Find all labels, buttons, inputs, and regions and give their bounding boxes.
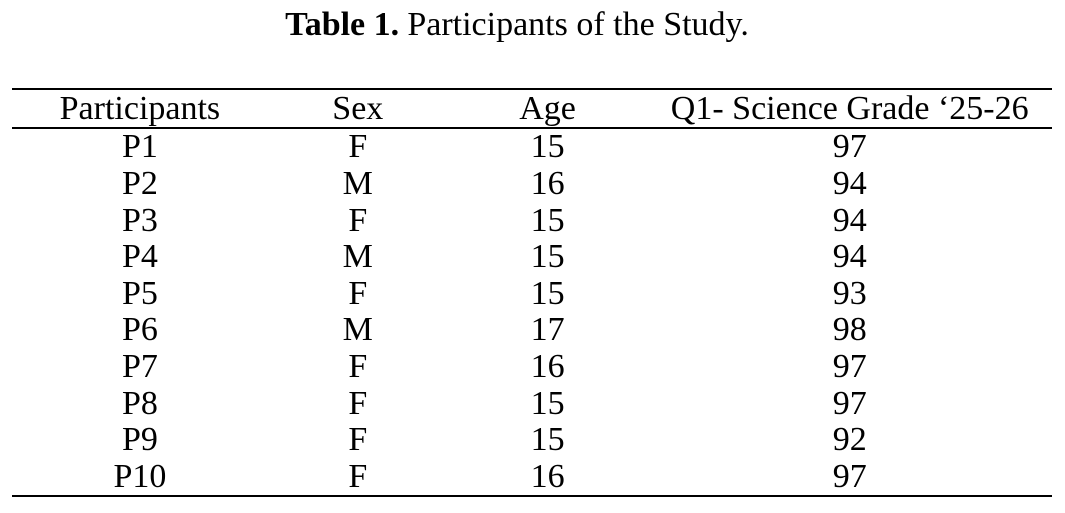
table-caption: Table 1. Participants of the Study. bbox=[0, 6, 1034, 44]
table-row: P9 F 15 92 bbox=[12, 422, 1052, 459]
table-cell-participant: P8 bbox=[121, 384, 158, 422]
table-cell-age: 17 bbox=[530, 311, 565, 349]
column-header-participants: Participants bbox=[12, 89, 268, 129]
table-cell-grade: 93 bbox=[832, 274, 867, 312]
table-cell-grade: 94 bbox=[832, 165, 867, 203]
column-header-age: Age bbox=[447, 89, 648, 129]
table-cell-age: 15 bbox=[530, 421, 565, 459]
table-row: P6 M 17 98 bbox=[12, 312, 1052, 349]
table-cell-sex: F bbox=[348, 201, 368, 239]
table-cell-participant: P9 bbox=[121, 421, 158, 459]
table-cell-age: 15 bbox=[530, 201, 565, 239]
table-cell-age: 15 bbox=[530, 238, 565, 276]
table-row: P2 M 16 94 bbox=[12, 166, 1052, 203]
table-cell-grade: 94 bbox=[832, 201, 867, 239]
column-header-sex: Sex bbox=[267, 89, 448, 129]
table-cell-participant: P2 bbox=[121, 165, 158, 203]
table-cell-age: 15 bbox=[530, 128, 565, 166]
table-caption-text: Participants of the Study. bbox=[407, 6, 749, 43]
table-cell-sex: F bbox=[348, 384, 368, 422]
table-cell-participant: P7 bbox=[121, 348, 158, 386]
table-cell-sex: M bbox=[342, 238, 373, 276]
table-cell-grade: 97 bbox=[832, 384, 867, 422]
table-row: P10 F 16 97 bbox=[12, 458, 1052, 496]
table-cell-grade: 98 bbox=[832, 311, 867, 349]
table-cell-grade: 94 bbox=[832, 238, 867, 276]
table-cell-age: 16 bbox=[530, 348, 565, 386]
table-cell-participant: P3 bbox=[121, 201, 158, 239]
table-cell-participant: P5 bbox=[121, 274, 158, 312]
table-row: P3 F 15 94 bbox=[12, 202, 1052, 239]
table-row: P4 M 15 94 bbox=[12, 239, 1052, 276]
table-row: P1 F 15 97 bbox=[12, 128, 1052, 166]
table-row: P8 F 15 97 bbox=[12, 385, 1052, 422]
table-cell-age: 16 bbox=[530, 165, 565, 203]
header-row: Participants Sex Age Q1- Science Grade ‘… bbox=[12, 89, 1052, 129]
table-cell-sex: F bbox=[348, 421, 368, 459]
table-cell-participant: P1 bbox=[121, 128, 158, 166]
table-cell-sex: F bbox=[348, 457, 368, 495]
table-cell-participant: P4 bbox=[121, 238, 158, 276]
table-cell-sex: F bbox=[348, 128, 368, 166]
table-cell-grade: 97 bbox=[832, 128, 867, 166]
table-cell-participant: P10 bbox=[113, 457, 167, 495]
participants-table: Participants Sex Age Q1- Science Grade ‘… bbox=[12, 88, 1052, 497]
table-cell-age: 15 bbox=[530, 274, 565, 312]
table-cell-sex: M bbox=[342, 165, 373, 203]
table-cell-sex: F bbox=[348, 348, 368, 386]
table-cell-grade: 97 bbox=[832, 457, 867, 495]
table-body: P1 F 15 97 P2 M 16 94 P3 F 15 94 P4 M 15… bbox=[12, 128, 1052, 496]
table-cell-grade: 92 bbox=[832, 421, 867, 459]
table-cell-sex: F bbox=[348, 274, 368, 312]
table-cell-grade: 97 bbox=[832, 348, 867, 386]
table-cell-age: 15 bbox=[530, 384, 565, 422]
table-cell-age: 16 bbox=[530, 457, 565, 495]
table-caption-label: Table 1. bbox=[285, 6, 400, 43]
table-cell-participant: P6 bbox=[121, 311, 158, 349]
table-row: P5 F 15 93 bbox=[12, 275, 1052, 312]
table-cell-sex: M bbox=[342, 311, 373, 349]
column-header-grade: Q1- Science Grade ‘25-26 bbox=[647, 89, 1052, 129]
table-row: P7 F 16 97 bbox=[12, 349, 1052, 386]
